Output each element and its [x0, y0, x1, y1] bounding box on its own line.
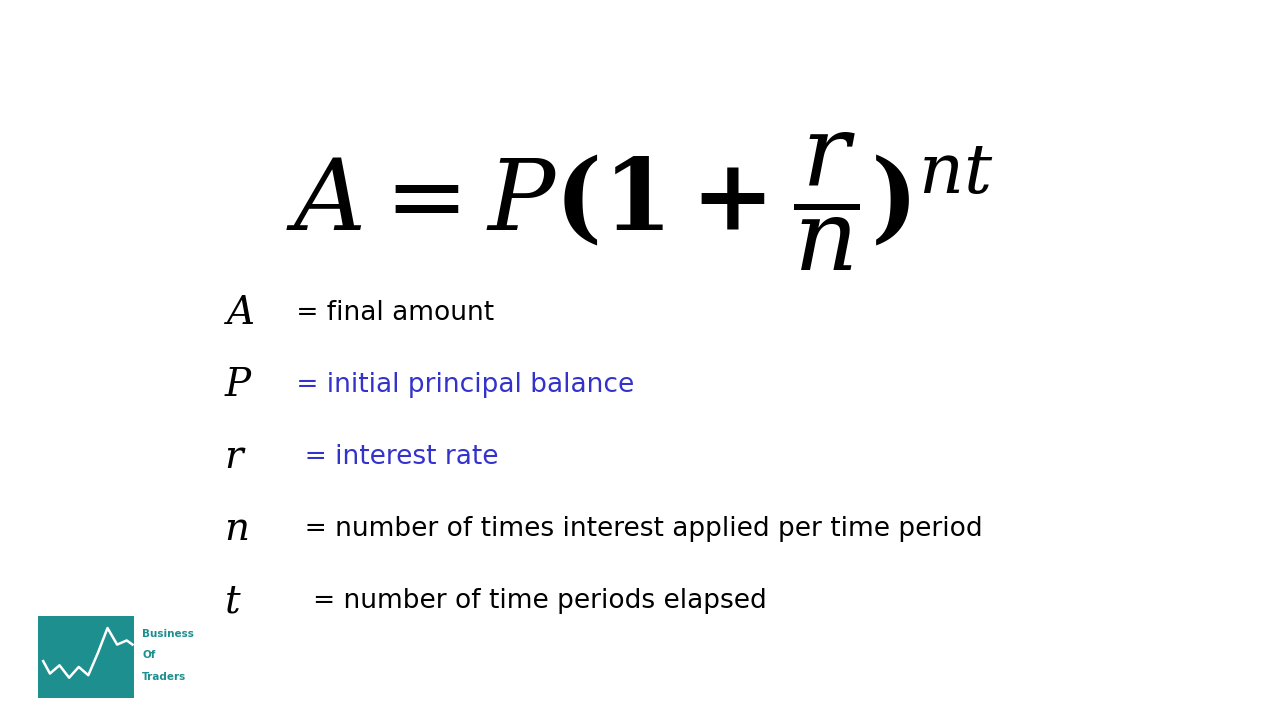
FancyBboxPatch shape: [38, 616, 134, 698]
Text: $\mathbf{\mathit{P}}$: $\mathbf{\mathit{P}}$: [224, 366, 253, 404]
Text: = number of time periods elapsed: = number of time periods elapsed: [288, 588, 767, 614]
Text: $\mathbf{\mathit{A}}$: $\mathbf{\mathit{A}}$: [224, 294, 255, 332]
Text: = interest rate: = interest rate: [288, 444, 498, 470]
Text: $\mathbf{\mathit{n}}$: $\mathbf{\mathit{n}}$: [224, 510, 248, 548]
Text: $\mathbf{\mathit{t}}$: $\mathbf{\mathit{t}}$: [224, 582, 242, 620]
Text: = final amount: = final amount: [288, 300, 494, 326]
Text: Business: Business: [142, 629, 195, 639]
Text: $\mathbf{\mathit{A}} = \mathbf{\mathit{P}}\mathbf{(1 + \dfrac{\mathit{r}}{\mathi: $\mathbf{\mathit{A}} = \mathbf{\mathit{P…: [285, 130, 995, 273]
Text: $\mathbf{\mathit{r}}$: $\mathbf{\mathit{r}}$: [224, 438, 247, 476]
Text: Of: Of: [142, 650, 155, 660]
Text: = initial principal balance: = initial principal balance: [288, 372, 635, 398]
Text: Traders: Traders: [142, 672, 187, 682]
Text: = number of times interest applied per time period: = number of times interest applied per t…: [288, 516, 983, 542]
